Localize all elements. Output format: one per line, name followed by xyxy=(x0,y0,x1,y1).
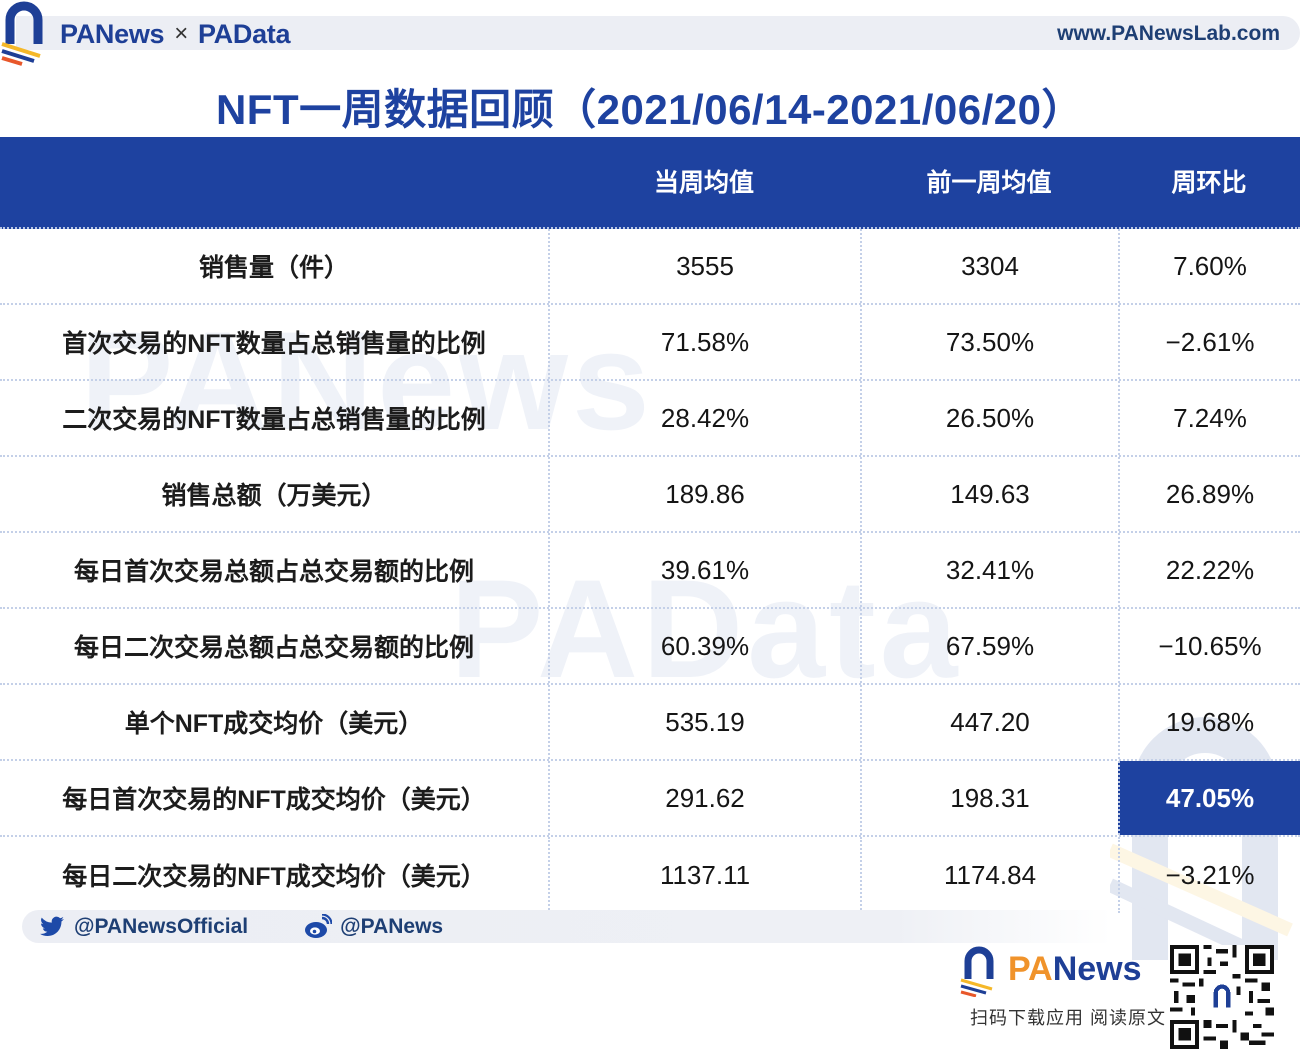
weibo-icon xyxy=(305,913,333,938)
brand-panews-pa: PA xyxy=(60,19,95,49)
col-header-current: 当周均值 xyxy=(653,169,754,197)
cell-previous: 198.31 xyxy=(860,761,1118,835)
panews-app-logo-icon xyxy=(960,946,994,997)
weibo-handle: @PANews xyxy=(340,914,444,938)
cell-previous: 32.41% xyxy=(860,533,1118,607)
row-label: 单个NFT成交均价（美元） xyxy=(124,710,424,738)
panews-logo-icon xyxy=(1,1,43,66)
cell-current: 1137.11 xyxy=(548,837,860,913)
table-row: 每日二次交易的NFT成交均价（美元） 1137.11 1174.84 −3.21… xyxy=(0,837,1300,913)
row-label: 每日二次交易总额占总交易额的比例 xyxy=(73,634,474,662)
site-url[interactable]: www.PANewsLab.com xyxy=(1057,22,1280,45)
twitter-handle: @PANewsOfficial xyxy=(74,914,249,938)
app-brand-pa: PA xyxy=(1008,950,1053,988)
cell-current: 291.62 xyxy=(548,761,860,835)
row-label: 销售量（件） xyxy=(198,254,349,282)
table-row: 二次交易的NFT数量占总销售量的比例 28.42% 26.50% 7.24% xyxy=(0,381,1300,457)
cell-wow: 22.22% xyxy=(1118,533,1300,607)
table-header: 当周均值 前一周均值 周环比 xyxy=(0,137,1300,229)
qr-code-icon[interactable] xyxy=(1170,945,1274,1049)
brand-panews-rest: News xyxy=(94,19,165,49)
app-brand: PANews xyxy=(1008,950,1142,989)
table-row: 每日二次交易总额占总交易额的比例 60.39% 67.59% −10.65% xyxy=(0,609,1300,685)
table-row: 单个NFT成交均价（美元） 535.19 447.20 19.68% xyxy=(0,685,1300,761)
cell-wow: 7.60% xyxy=(1118,229,1300,303)
twitter-link[interactable]: @PANewsOfficial xyxy=(38,914,248,940)
brand-padata-pa: PA xyxy=(197,19,233,49)
cell-wow-highlighted: 47.05% xyxy=(1118,761,1300,835)
row-label: 销售总额（万美元） xyxy=(161,482,387,510)
cell-wow: −2.61% xyxy=(1118,305,1300,379)
brand-padata-rest: Data xyxy=(232,19,291,49)
cell-current: 3555 xyxy=(548,229,860,303)
data-table: 当周均值 前一周均值 周环比 销售量（件） 3555 3304 7.60% 首次… xyxy=(0,137,1300,913)
cell-wow: 19.68% xyxy=(1118,685,1300,759)
row-label: 首次交易的NFT数量占总销售量的比例 xyxy=(62,330,486,358)
cell-current: 71.58% xyxy=(548,305,860,379)
cell-wow: 26.89% xyxy=(1118,457,1300,531)
row-label: 每日首次交易总额占总交易额的比例 xyxy=(73,558,474,586)
table-row: 每日首次交易的NFT成交均价（美元） 291.62 198.31 47.05% xyxy=(0,761,1300,837)
row-label: 每日首次交易的NFT成交均价（美元） xyxy=(62,786,486,814)
col-header-previous: 前一周均值 xyxy=(926,169,1052,197)
table-row: 每日首次交易总额占总交易额的比例 39.61% 32.41% 22.22% xyxy=(0,533,1300,609)
table-row: 首次交易的NFT数量占总销售量的比例 71.58% 73.50% −2.61% xyxy=(0,305,1300,381)
cell-previous: 1174.84 xyxy=(860,837,1118,913)
cell-current: 28.42% xyxy=(548,381,860,455)
col-header-wow: 周环比 xyxy=(1171,169,1247,197)
cell-current: 535.19 xyxy=(548,685,860,759)
weibo-link[interactable]: @PANews xyxy=(304,913,444,940)
app-brand-rest: News xyxy=(1052,950,1142,988)
twitter-bird-icon xyxy=(40,916,64,936)
cell-wow: −10.65% xyxy=(1118,609,1300,683)
page-title: NFT一周数据回顾（2021/06/14-2021/06/20） xyxy=(215,86,1085,133)
cell-previous: 73.50% xyxy=(860,305,1118,379)
table-row: 销售量（件） 3555 3304 7.60% xyxy=(0,229,1300,305)
cell-previous: 3304 xyxy=(860,229,1118,303)
header-bar xyxy=(16,16,1300,50)
cell-previous: 26.50% xyxy=(860,381,1118,455)
brand-title: PA News × PA Data xyxy=(60,17,291,51)
cell-current: 39.61% xyxy=(548,533,860,607)
col-header-metric xyxy=(0,137,548,227)
row-label: 二次交易的NFT数量占总销售量的比例 xyxy=(62,406,486,434)
cell-wow: −3.21% xyxy=(1118,837,1300,913)
cell-wow: 7.24% xyxy=(1118,381,1300,455)
social-bar: @PANewsOfficial @PANews xyxy=(22,910,1112,943)
cell-previous: 447.20 xyxy=(860,685,1118,759)
row-label: 每日二次交易的NFT成交均价（美元） xyxy=(62,863,486,891)
cell-current: 60.39% xyxy=(548,609,860,683)
cell-previous: 67.59% xyxy=(860,609,1118,683)
cell-current: 189.86 xyxy=(548,457,860,531)
brand-times: × xyxy=(174,20,188,47)
table-row: 销售总额（万美元） 189.86 149.63 26.89% xyxy=(0,457,1300,533)
app-download-caption: 扫码下载应用 阅读原文 xyxy=(970,1008,1166,1028)
cell-previous: 149.63 xyxy=(860,457,1118,531)
